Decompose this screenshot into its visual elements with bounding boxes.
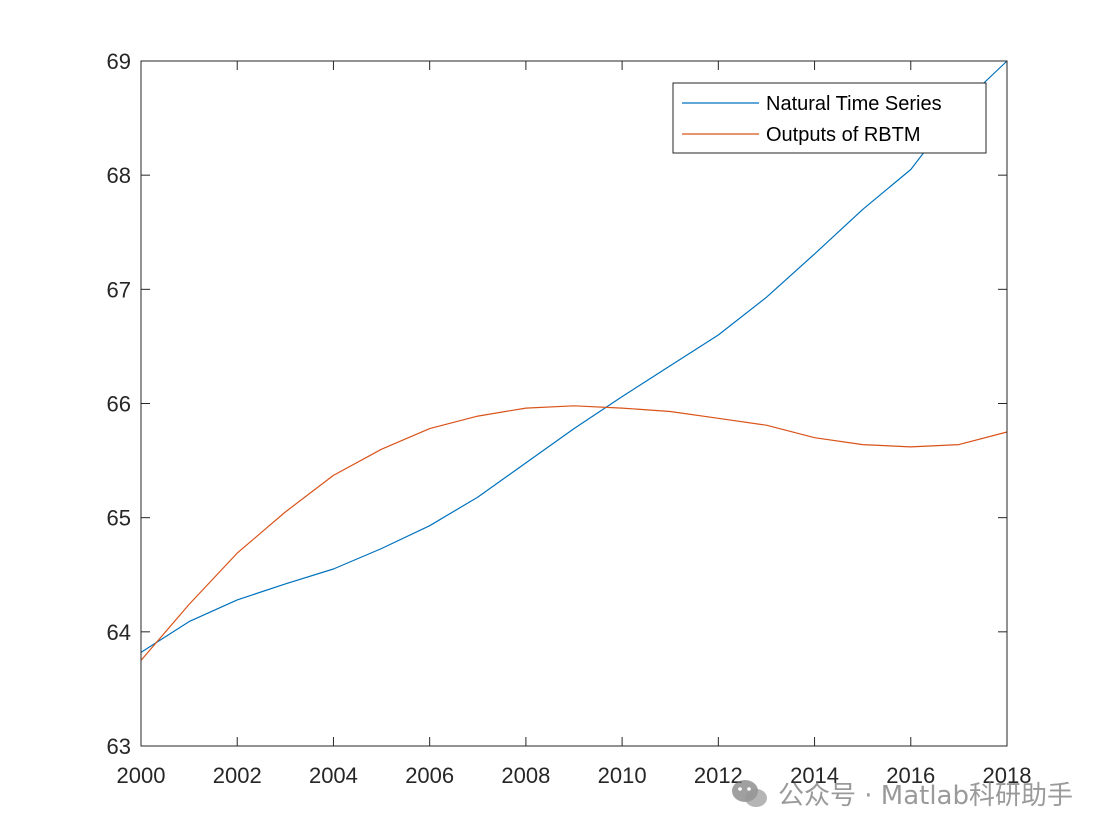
legend: Natural Time Series Outputs of RBTM: [672, 82, 987, 154]
y-tick-label: 69: [107, 49, 131, 74]
watermark: 公众号 · Matlab科研助手: [730, 775, 1073, 812]
y-tick-label: 66: [107, 392, 131, 417]
legend-entry-label: Outputs of RBTM: [766, 124, 921, 146]
x-tick-label: 2016: [886, 763, 935, 788]
x-tick-label: 2000: [117, 763, 166, 788]
x-tick-label: 2014: [790, 763, 839, 788]
watermark-text: 公众号 · Matlab科研助手: [777, 781, 1073, 811]
x-tick-label: 2018: [983, 763, 1032, 788]
x-tick-label: 2004: [309, 763, 358, 788]
legend-box: [672, 82, 987, 154]
series-line-natural-time-series: [140, 60, 1008, 653]
x-tick-label: 2002: [213, 763, 262, 788]
plot-area: [141, 61, 1007, 746]
y-tick-label: 65: [107, 506, 131, 531]
y-tick-label: 67: [107, 277, 131, 302]
x-tick-label: 2010: [598, 763, 647, 788]
y-tick-label: 63: [107, 734, 131, 759]
series-line-outputs-of-rbtm: [140, 405, 1008, 661]
axes-box: [140, 60, 1008, 747]
legend-entry-label: Natural Time Series: [766, 93, 942, 115]
wechat-icon: [731, 779, 767, 807]
series-layer: [140, 60, 1008, 661]
x-axis-ticks: 2000 2002 2004 2006 2008 2010 2012 2014 2016 2018: [117, 61, 1032, 788]
x-tick-label: 2006: [405, 763, 454, 788]
x-tick-label: 2008: [501, 763, 550, 788]
y-axis-ticks: 63 64 65 66 67 68 69: [107, 49, 1007, 759]
y-tick-label: 68: [107, 163, 131, 188]
y-tick-label: 64: [107, 620, 131, 645]
